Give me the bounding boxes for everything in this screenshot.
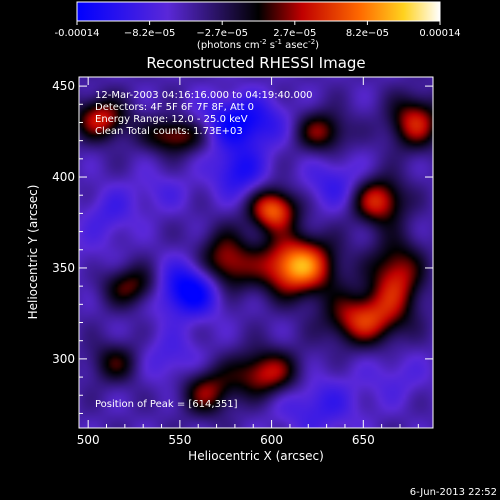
image-area xyxy=(79,77,433,428)
chart-title: Reconstructed RHESSI Image xyxy=(146,54,365,72)
colorbar-tick-label: -0.00014 xyxy=(55,28,100,39)
heatmap-image xyxy=(79,77,433,428)
x-tick-label: 650 xyxy=(352,433,375,447)
annotation-block: 12-Mar-2003 04:16:16.000 to 04:19:40.000… xyxy=(95,90,313,137)
colorbar-tick-label: −2.7e−05 xyxy=(196,28,248,39)
colorbar-tick-label: −8.2e−05 xyxy=(124,28,176,39)
colorbar-unit-label: (photons cm-2 s-1 asec-2) xyxy=(197,38,319,51)
colorbar-gradient xyxy=(76,1,441,22)
plot-frame xyxy=(78,76,434,429)
y-tick-label: 300 xyxy=(52,352,75,366)
colorbar-tick-label: 2.7e−05 xyxy=(273,28,316,39)
x-axis-label: Heliocentric X (arcsec) xyxy=(188,449,324,463)
peak-position-label: Position of Peak = [614,351] xyxy=(95,399,238,410)
axis-ticks: 500 550 600 650 300 350 400 450 xyxy=(52,77,433,447)
colorbar: -0.00014 −8.2e−05 −2.7e−05 2.7e−05 8.2e−05 0.… xyxy=(55,1,461,51)
annotation-time-range: 12-Mar-2003 04:16:16.000 to 04:19:40.000 xyxy=(95,90,313,101)
y-tick-label: 400 xyxy=(52,170,75,184)
colorbar-tick-label: 8.2e−05 xyxy=(346,28,389,39)
x-tick-label: 550 xyxy=(168,433,191,447)
colorbar-tick-label: 0.00014 xyxy=(419,28,460,39)
annotation-energy-range: Energy Range: 12.0 - 25.0 keV xyxy=(95,114,248,125)
plot-date-stamp: 6-Jun-2013 22:52 xyxy=(410,487,497,498)
colorbar-ticks: -0.00014 −8.2e−05 −2.7e−05 2.7e−05 8.2e−05 0.… xyxy=(55,21,461,39)
y-tick-label: 450 xyxy=(52,79,75,93)
annotation-clean-counts: Clean Total counts: 1.73E+03 xyxy=(95,126,243,137)
x-tick-label: 600 xyxy=(260,433,283,447)
annotation-detectors: Detectors: 4F 5F 6F 7F 8F, Att 0 xyxy=(95,102,254,113)
y-axis-label: Heliocentric Y (arcsec) xyxy=(26,185,40,320)
y-tick-label: 350 xyxy=(52,261,75,275)
x-tick-label: 500 xyxy=(77,433,100,447)
